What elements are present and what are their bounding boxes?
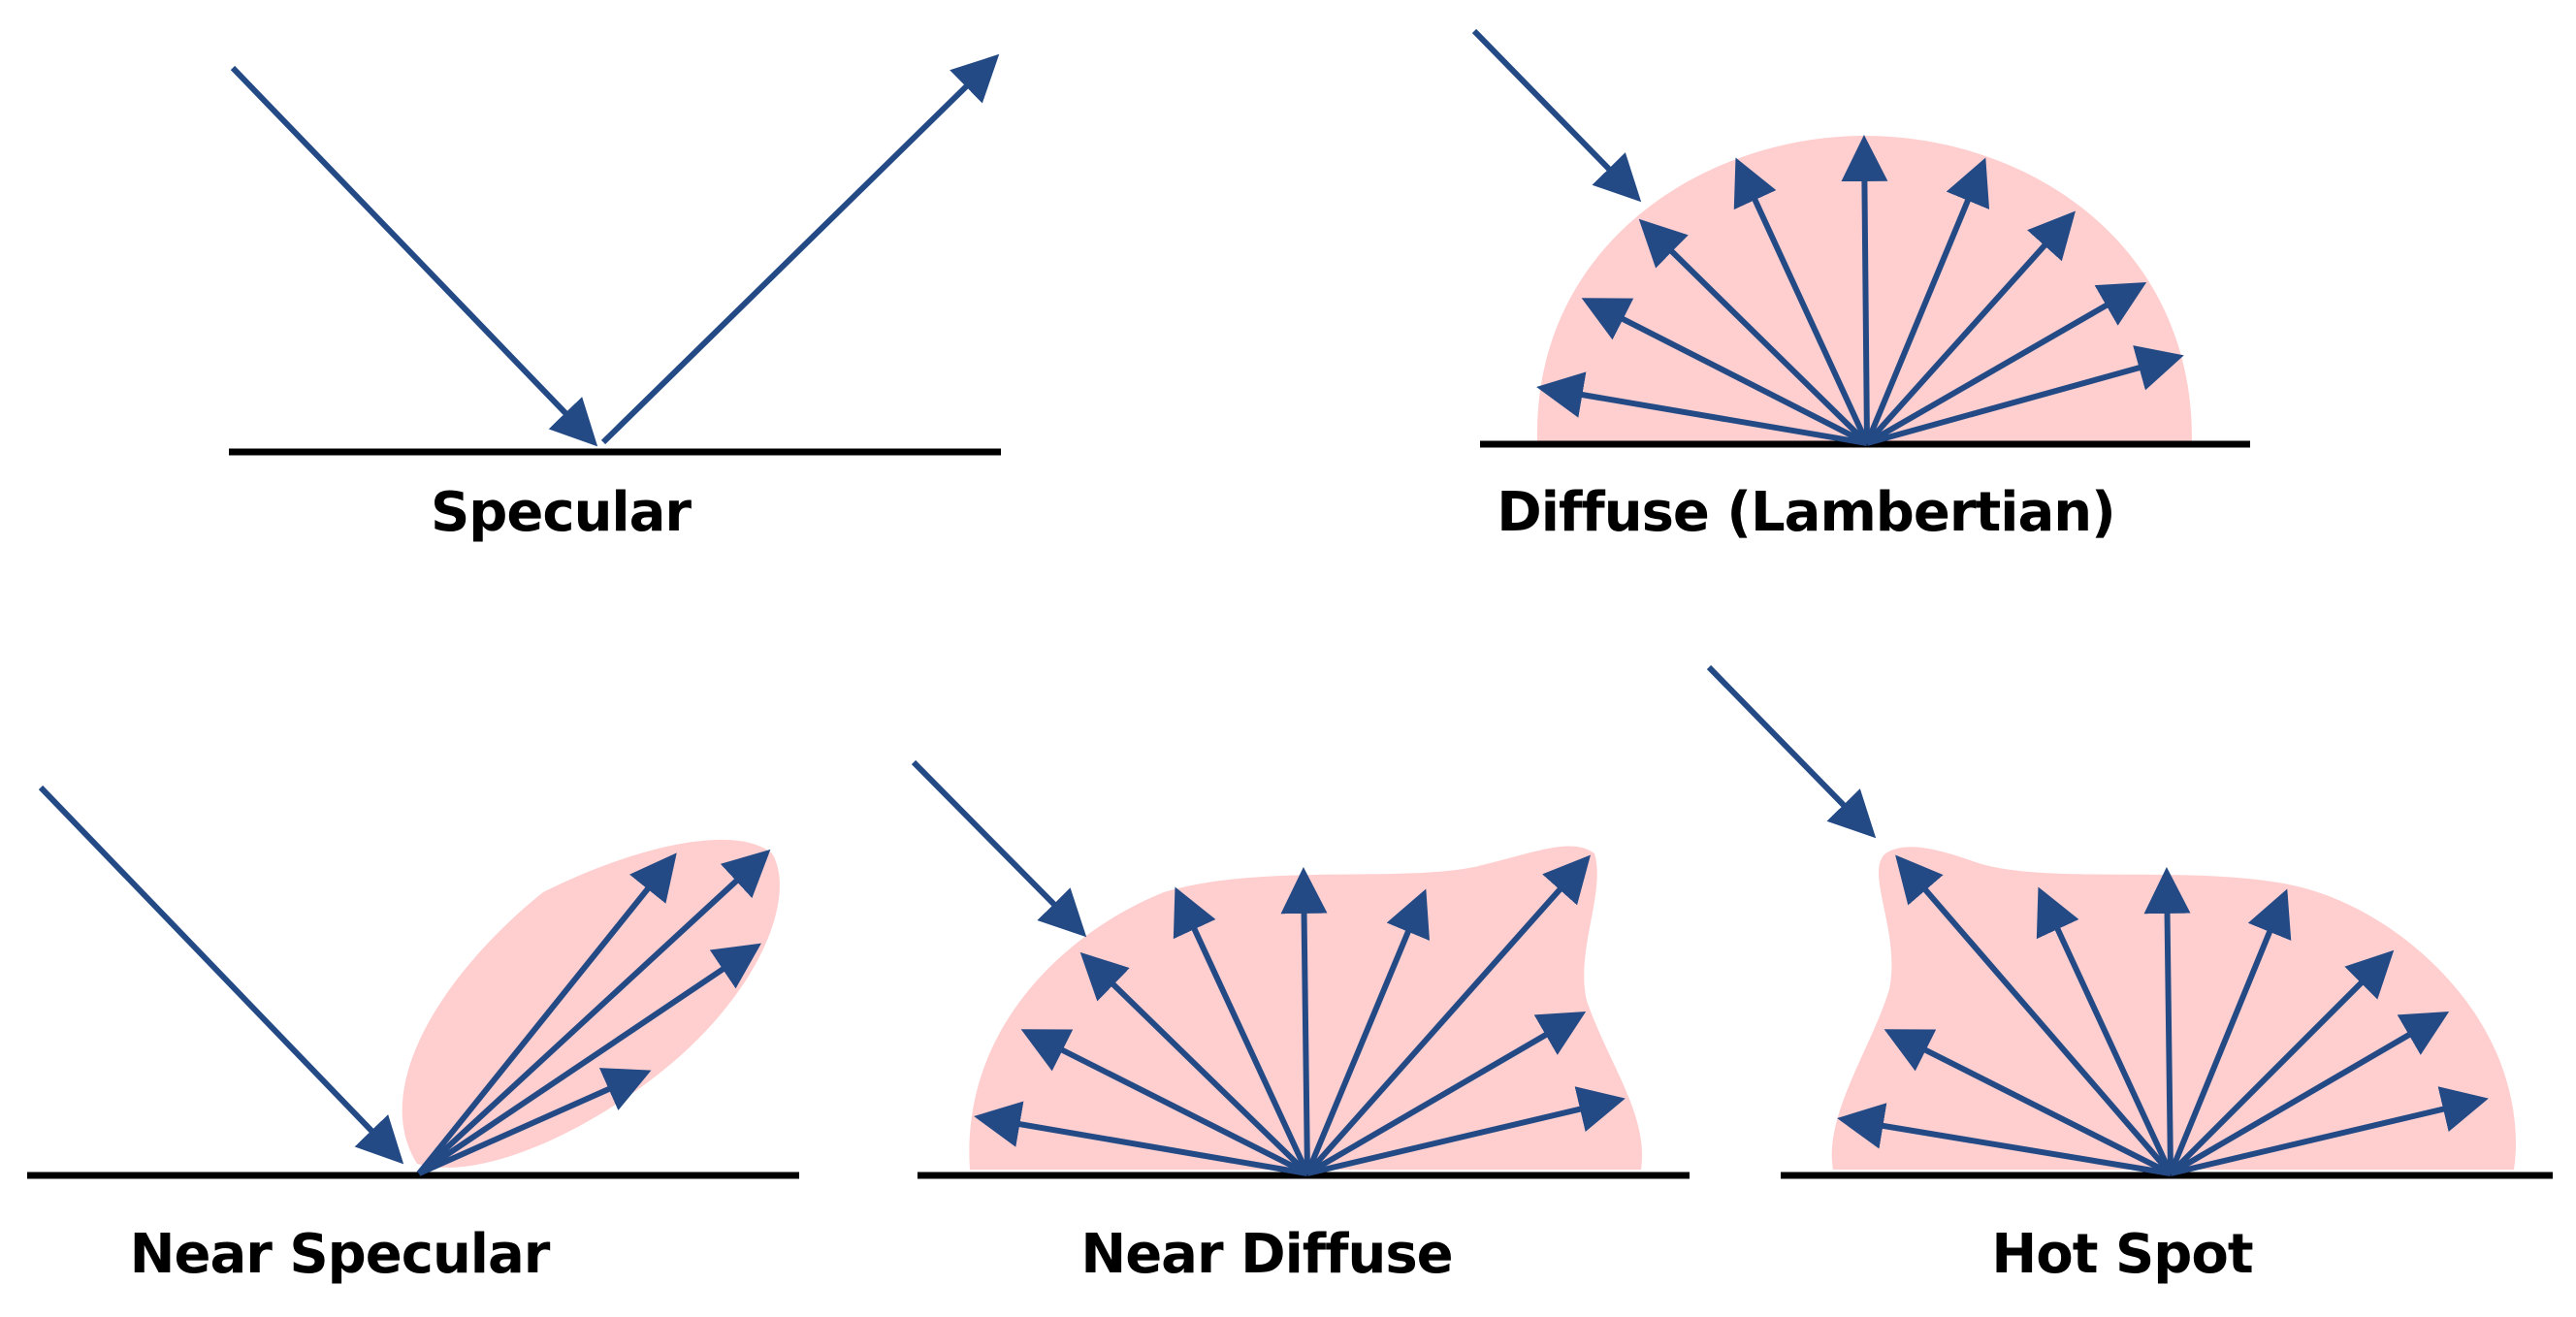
panel-diffuse: Diffuse (Lambertian) [1474, 31, 2250, 544]
near-specular-lobe [402, 840, 780, 1168]
incident-arrow [233, 68, 594, 442]
panel-near-diffuse: Near Diffuse [914, 762, 1690, 1286]
scatter-arrow [1304, 873, 1307, 1173]
panel-hot-spot: Hot Spot [1709, 667, 2553, 1286]
panel-near-specular: Near Specular [27, 787, 799, 1286]
scatter-arrow [1864, 141, 1867, 443]
label-near-diffuse: Near Diffuse [1080, 1223, 1452, 1286]
label-diffuse: Diffuse (Lambertian) [1497, 481, 2114, 544]
incident-arrow [41, 787, 400, 1160]
incident-arrow [914, 762, 1082, 933]
scatter-arrow [2167, 873, 2171, 1173]
panel-specular: Specular [229, 58, 1001, 544]
incident-arrow [1709, 667, 1872, 834]
label-hot-spot: Hot Spot [1991, 1223, 2252, 1286]
label-near-specular: Near Specular [130, 1223, 551, 1286]
label-specular: Specular [431, 481, 692, 544]
hot-spot-lobe [1832, 847, 2516, 1170]
reflected-arrow [603, 58, 995, 442]
incident-arrow [1474, 31, 1637, 198]
